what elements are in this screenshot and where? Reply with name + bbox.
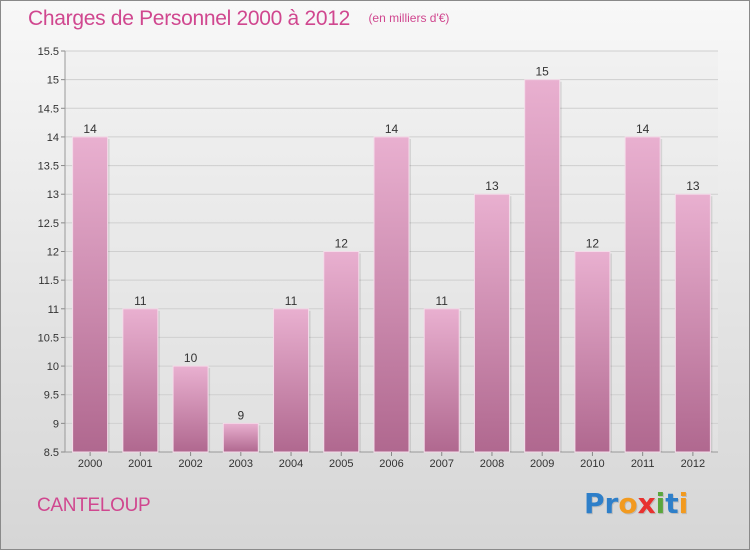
x-tick-label: 2008 (480, 458, 504, 470)
x-tick-label: 2006 (379, 458, 403, 470)
chart-title-text: Charges de Personnel 2000 à 2012 (28, 7, 350, 30)
bar (323, 251, 360, 453)
logo-letter: t (665, 487, 679, 520)
y-tick-label: 15 (47, 75, 59, 87)
proxiti-logo: Proxiti (584, 487, 688, 520)
bar-value-label: 11 (435, 294, 448, 308)
bar-value-label: 13 (485, 179, 499, 193)
y-tick-label: 14.5 (38, 103, 59, 115)
bar-value-label: 15 (536, 65, 550, 79)
y-tick-label: 11.5 (38, 275, 59, 287)
bar-value-label: 12 (335, 237, 349, 251)
bar (373, 136, 410, 453)
y-tick-label: 14 (47, 132, 59, 144)
y-tick-label: 13 (47, 189, 59, 201)
y-tick-label: 12 (47, 247, 59, 259)
x-tick-label: 2001 (128, 458, 152, 470)
bar-value-label: 12 (586, 237, 600, 251)
x-tick-label: 2004 (279, 458, 303, 470)
x-tick-label: 2010 (580, 458, 604, 470)
bar-value-label: 14 (385, 122, 399, 136)
y-tick-label: 15.5 (38, 46, 59, 58)
chart-unit-note: (en milliers d'€) (368, 11, 450, 25)
logo-letter: r (604, 487, 619, 520)
bar (473, 193, 510, 453)
logo-letter: i (678, 487, 689, 520)
x-tick-label: 2005 (329, 458, 353, 470)
bar (524, 79, 561, 453)
logo-letter: i (655, 487, 666, 520)
y-tick-label: 10 (47, 361, 59, 373)
chart-title: Charges de Personnel 2000 à 2012 (en mil… (28, 7, 449, 31)
bar (574, 251, 611, 453)
bar-value-label: 11 (134, 294, 147, 308)
logo-letter: P (584, 487, 605, 520)
bar-value-label: 14 (636, 122, 650, 136)
y-tick-label: 9.5 (44, 390, 59, 402)
y-tick-label: 11 (48, 304, 59, 316)
bar (72, 136, 109, 453)
bar-value-label: 9 (237, 408, 244, 422)
x-tick-label: 2000 (78, 458, 102, 470)
y-tick-label: 13.5 (38, 161, 59, 173)
bar (674, 193, 711, 453)
bar (222, 422, 259, 453)
bar (172, 365, 209, 453)
x-tick-label: 2011 (631, 458, 655, 470)
x-tick-label: 2003 (229, 458, 253, 470)
bar (423, 308, 460, 453)
x-tick-label: 2009 (530, 458, 554, 470)
y-tick-label: 8.5 (44, 447, 59, 459)
x-tick-label: 2007 (429, 458, 453, 470)
x-tick-label: 2012 (681, 458, 705, 470)
logo-letter: x (637, 487, 656, 520)
logo-letter: o (618, 487, 638, 520)
y-tick-label: 9 (53, 418, 59, 430)
bar-value-label: 10 (184, 351, 198, 365)
y-tick-label: 12.5 (38, 218, 59, 230)
bar (122, 308, 159, 453)
x-tick-label: 2002 (178, 458, 202, 470)
y-tick-label: 10.5 (38, 332, 59, 344)
bar-value-label: 14 (83, 122, 97, 136)
bar-value-label: 11 (285, 294, 298, 308)
bar (624, 136, 661, 453)
bar (273, 308, 310, 453)
commune-name: CANTELOUP (37, 495, 151, 516)
bar-value-label: 13 (686, 179, 700, 193)
